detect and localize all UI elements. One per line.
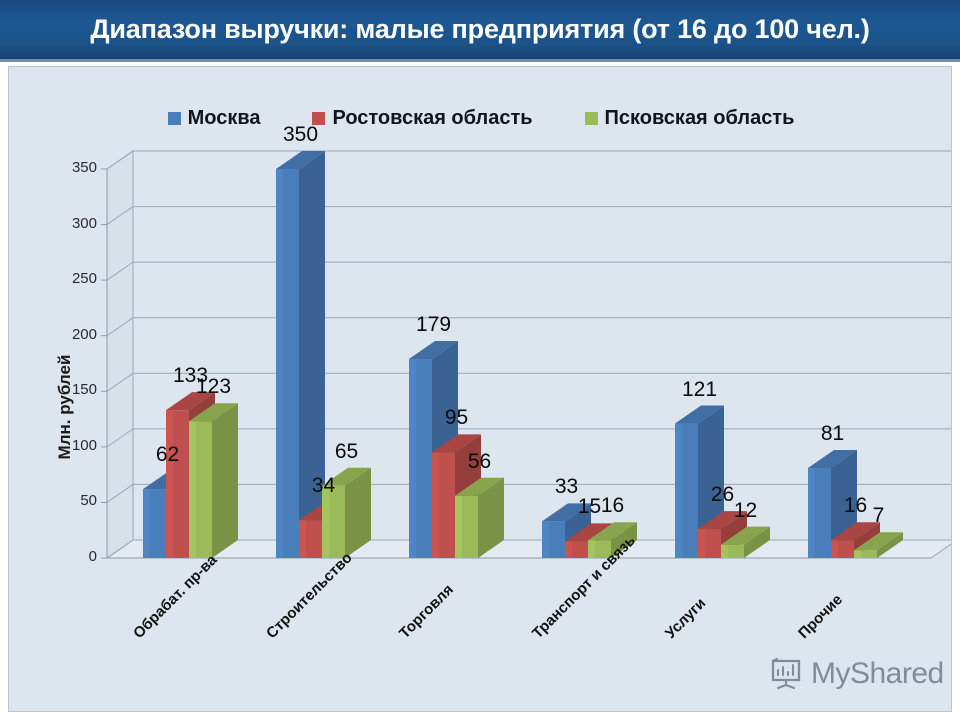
legend-label-moskva: Москва <box>187 106 261 129</box>
legend-label-pskovskaya: Псковская область <box>604 106 795 129</box>
bar-value-label: 12 <box>733 498 758 522</box>
bar-value-label: 7 <box>872 504 885 528</box>
y-axis-tick: 100 <box>71 436 97 454</box>
bar-value-label: 350 <box>282 123 319 146</box>
legend-item-rostovskaya: Ростовская область <box>312 106 533 130</box>
y-axis-tick: 50 <box>80 492 97 510</box>
bar-value-label: 34 <box>311 474 336 498</box>
presentation-chart-icon <box>771 657 801 690</box>
bar-value-label: 121 <box>681 377 718 401</box>
bar-value-label: 33 <box>554 475 579 499</box>
bar-value-label: 133 <box>172 364 209 388</box>
y-axis-tick: 300 <box>71 214 97 232</box>
y-axis-tick: 250 <box>71 270 97 288</box>
bar-value-label: 123 <box>195 375 232 399</box>
chart-plot-area: Млн. рублей 0 50 100 150 200 250 300 350 Обраба… <box>9 67 951 711</box>
bar-value-label: 16 <box>600 494 625 518</box>
legend-swatch-pskovskaya <box>584 111 598 125</box>
bar-value-label: 179 <box>415 313 452 337</box>
chart-legend: Москва Ростовская область Псковская обла… <box>9 103 951 133</box>
legend-item-moskva: Москва <box>167 106 261 130</box>
y-axis-title: Млн. рублей <box>55 354 74 460</box>
bar-value-label: 81 <box>820 421 845 445</box>
bar-value-label: 15 <box>577 495 602 519</box>
legend-swatch-rostovskaya <box>312 111 326 125</box>
chart-canvas <box>101 150 951 559</box>
bar-value-label: 16 <box>843 494 868 518</box>
bar-value-label: 26 <box>710 483 735 507</box>
myshared-watermark: MyShared <box>769 657 944 691</box>
bar-value-label: 95 <box>444 406 469 430</box>
bar-value-label: 65 <box>334 439 359 463</box>
legend-swatch-moskva <box>167 111 181 125</box>
page-title: Диапазон выручки: малые предприятия (от … <box>90 14 870 44</box>
y-axis-tick: 200 <box>71 325 97 343</box>
y-axis-tick: 350 <box>71 159 97 176</box>
y-axis-tick: 0 <box>88 548 97 565</box>
y-axis-tick: 150 <box>71 381 97 399</box>
slide-title-bar: Диапазон выручки: малые предприятия (от … <box>0 0 960 62</box>
chart-panel: Москва Ростовская область Псковская обла… <box>8 66 952 712</box>
bar-value-label: 56 <box>467 449 492 473</box>
watermark-text: MyShared <box>811 657 944 690</box>
legend-label-rostovskaya: Ростовская область <box>332 106 533 129</box>
bar-value-label: 62 <box>155 443 180 467</box>
legend-item-pskovskaya: Псковская область <box>584 106 795 130</box>
